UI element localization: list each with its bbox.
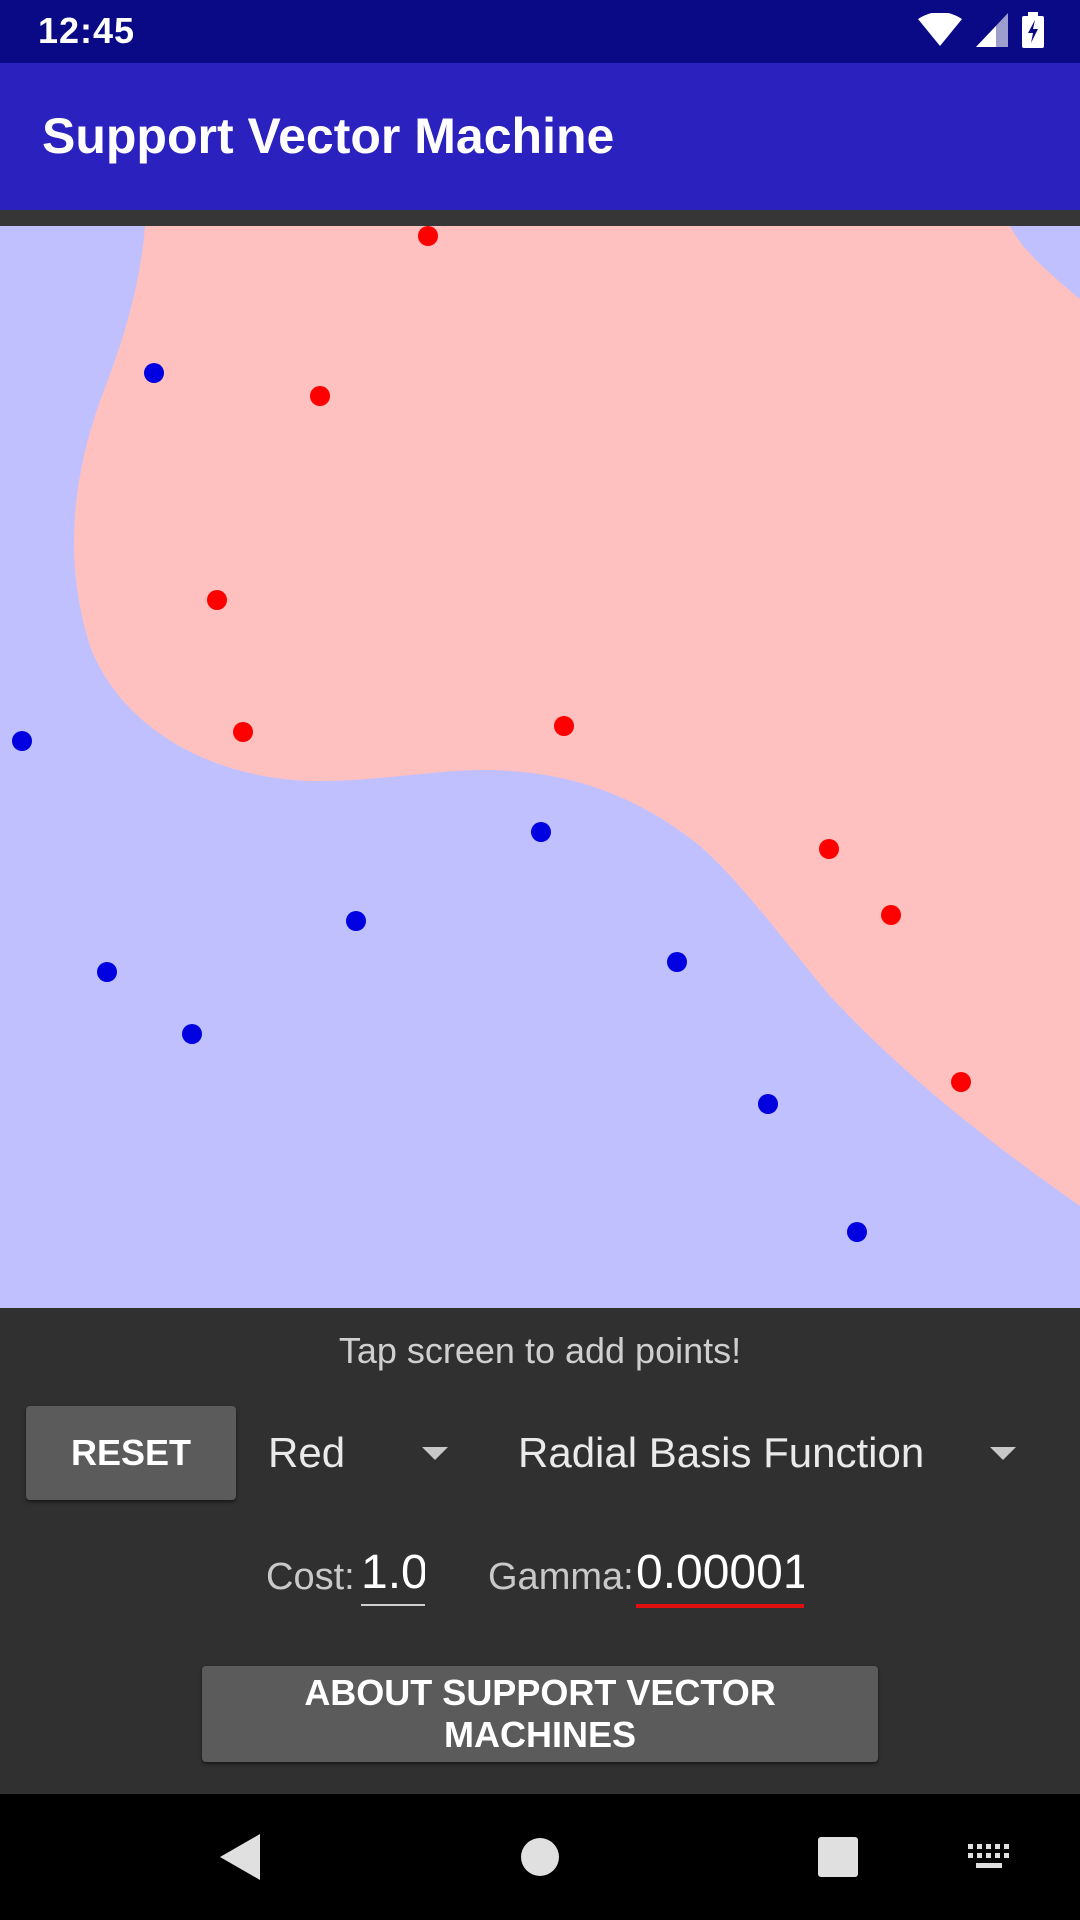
- color-dropdown[interactable]: Red: [268, 1420, 448, 1486]
- svm-canvas[interactable]: [0, 226, 1080, 1308]
- red-data-point: [881, 905, 901, 925]
- wifi-icon: [918, 13, 962, 46]
- red-data-point: [554, 716, 574, 736]
- gamma-input[interactable]: [636, 1540, 804, 1608]
- status-bar: 12:45: [0, 0, 1080, 63]
- blue-data-point: [531, 822, 551, 842]
- cost-label: Cost:: [266, 1556, 355, 1598]
- blue-data-point: [12, 731, 32, 751]
- blue-data-point: [346, 911, 366, 931]
- dropdown-arrow-icon: [990, 1447, 1016, 1460]
- blue-data-point: [758, 1094, 778, 1114]
- recents-button[interactable]: [798, 1794, 878, 1920]
- points-layer: [12, 226, 971, 1242]
- red-data-point: [310, 386, 330, 406]
- red-data-point: [207, 590, 227, 610]
- blue-data-point: [667, 952, 687, 972]
- blue-data-point: [847, 1222, 867, 1242]
- back-icon: [220, 1834, 260, 1880]
- kernel-dropdown-value: Radial Basis Function: [518, 1429, 925, 1476]
- about-svm-button[interactable]: ABOUT SUPPORT VECTOR MACHINES: [202, 1666, 878, 1762]
- keyboard-icon: [968, 1844, 1009, 1868]
- dropdown-arrow-icon: [422, 1447, 448, 1460]
- home-icon: [521, 1838, 559, 1876]
- back-button[interactable]: [200, 1794, 280, 1920]
- blue-data-point: [182, 1024, 202, 1044]
- red-region: [73, 226, 1080, 1206]
- blue-data-point: [97, 962, 117, 982]
- app-bar: Support Vector Machine: [0, 63, 1080, 210]
- battery-charging-icon: [1022, 12, 1044, 48]
- kernel-dropdown[interactable]: Radial Basis Function: [518, 1420, 1016, 1486]
- blue-data-point: [144, 363, 164, 383]
- home-button[interactable]: [500, 1794, 580, 1920]
- navigation-bar: [0, 1794, 1080, 1920]
- cellular-signal-icon: [976, 13, 1008, 47]
- blue-corner-region: [1010, 226, 1080, 299]
- status-icons: [918, 12, 1044, 48]
- red-data-point: [233, 722, 253, 742]
- hint-text: Tap screen to add points!: [338, 1330, 742, 1371]
- red-data-point: [951, 1072, 971, 1092]
- cost-input[interactable]: [361, 1540, 425, 1606]
- toolbar-shadow: [0, 210, 1080, 226]
- red-data-point: [418, 226, 438, 246]
- recents-icon: [818, 1837, 858, 1877]
- decision-boundary-plot[interactable]: [0, 226, 1080, 1308]
- app-title: Support Vector Machine: [42, 108, 615, 164]
- status-time: 12:45: [38, 10, 136, 51]
- reset-button[interactable]: RESET: [26, 1406, 236, 1500]
- gamma-label: Gamma:: [488, 1556, 634, 1598]
- color-dropdown-value: Red: [268, 1429, 346, 1476]
- keyboard-button[interactable]: [958, 1794, 1020, 1920]
- red-data-point: [819, 839, 839, 859]
